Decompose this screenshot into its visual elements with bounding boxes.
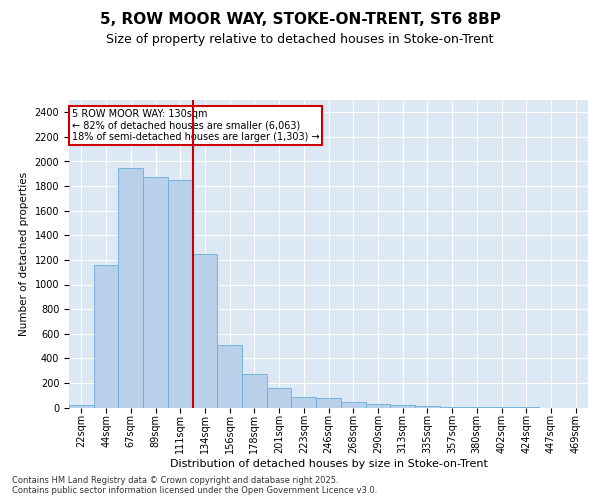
Bar (217, 345, 242, 408)
Text: Contains HM Land Registry data © Crown copyright and database right 2025.
Contai: Contains HM Land Registry data © Crown c… (12, 476, 377, 495)
Bar (292, 397, 316, 407)
Bar (415, 406, 440, 407)
Bar (168, 180, 193, 408)
Bar (69, 406, 94, 407)
Bar (316, 398, 341, 407)
Bar (390, 405, 415, 407)
Bar (193, 254, 217, 408)
Text: 5, ROW MOOR WAY, STOKE-ON-TRENT, ST6 8BP: 5, ROW MOOR WAY, STOKE-ON-TRENT, ST6 8BP (100, 12, 500, 28)
Bar (94, 265, 118, 408)
Y-axis label: Number of detached properties: Number of detached properties (19, 172, 29, 336)
Bar (440, 406, 464, 408)
Bar (143, 178, 168, 408)
Bar (267, 388, 292, 407)
Bar (365, 404, 390, 407)
Bar (242, 374, 267, 408)
Bar (341, 402, 365, 407)
Text: 5 ROW MOOR WAY: 130sqm
← 82% of detached houses are smaller (6,063)
18% of semi-: 5 ROW MOOR WAY: 130sqm ← 82% of detached… (71, 109, 319, 142)
Bar (118, 168, 143, 408)
X-axis label: Distribution of detached houses by size in Stoke-on-Trent: Distribution of detached houses by size … (170, 458, 487, 468)
Text: Size of property relative to detached houses in Stoke-on-Trent: Size of property relative to detached ho… (106, 32, 494, 46)
